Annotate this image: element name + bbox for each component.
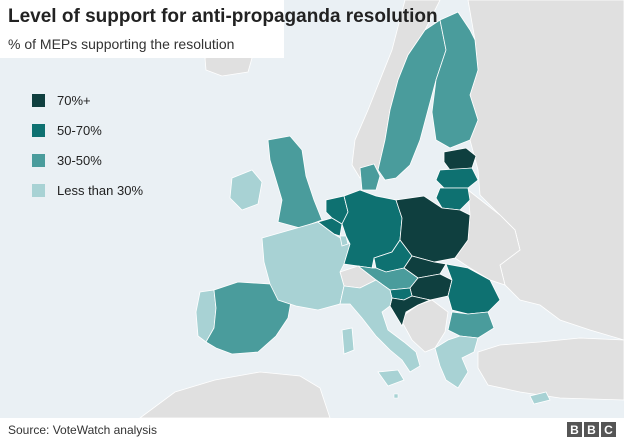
source-text: Source: VoteWatch analysis [8,423,157,437]
bbc-logo-letter: B [584,422,599,437]
country-croatia [389,295,432,327]
legend-label: 70%+ [57,92,91,108]
bbc-logo-letter: B [567,422,582,437]
country-germany [341,189,403,269]
legend: 70%+ 50-70% 30-50% Less than 30% [32,92,143,212]
country-italy-sicily [377,369,405,387]
country-denmark [359,163,381,191]
country-bulgaria [447,311,495,339]
legend-swatch [32,183,45,197]
country-finland [431,11,479,149]
country-italy-sardinia [341,327,355,355]
legend-swatch [32,153,45,167]
map-subtitle: % of MEPs supporting the resolution [8,36,235,52]
legend-swatch [32,123,45,137]
footer: Source: VoteWatch analysis B B C [0,418,624,442]
country-luxembourg [339,235,349,247]
map-title: Level of support for anti-propaganda res… [8,6,438,27]
bbc-logo: B B C [567,422,616,437]
country-malta [393,393,399,399]
europe-map [0,0,624,418]
legend-swatch [32,93,45,107]
country-ireland [229,169,263,211]
country-poland [395,195,471,263]
turkey-land [477,337,624,401]
country-latvia [435,167,479,189]
legend-label: Less than 30% [57,182,144,198]
legend-item-70-plus: 70%+ [32,92,143,108]
legend-item-less-than-30: Less than 30% [32,182,143,198]
legend-item-30-50: 30-50% [32,152,143,168]
legend-label: 30-50% [57,152,102,168]
legend-label: 50-70% [57,122,102,138]
country-greece [434,335,479,389]
country-cyprus [529,391,551,405]
bbc-logo-letter: C [601,422,616,437]
north-africa-land [139,371,331,418]
legend-item-50-70: 50-70% [32,122,143,138]
country-belgium [317,217,343,237]
header [0,0,284,58]
country-italy [339,279,421,373]
